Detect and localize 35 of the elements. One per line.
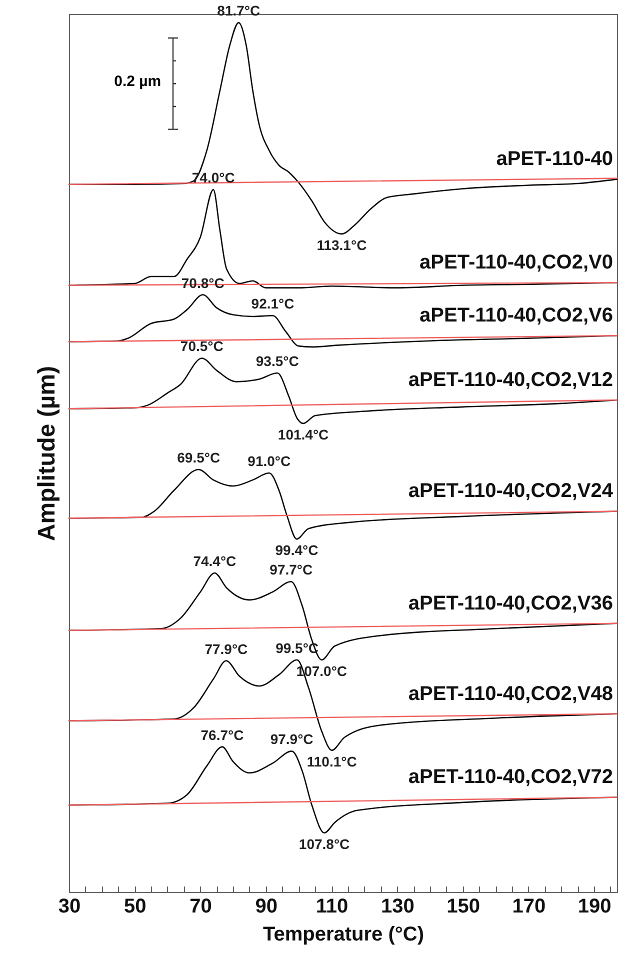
series-label: aPET-110-40,CO2,V24 bbox=[408, 480, 614, 502]
annotation: 93.5°C bbox=[256, 353, 299, 370]
series-label: aPET-110-40,CO2,V48 bbox=[408, 682, 613, 705]
annotation: 97.9°C bbox=[270, 731, 314, 748]
annotation: 77.9°C bbox=[204, 640, 248, 657]
series-label: aPET-110-40,CO2,V12 bbox=[408, 368, 613, 391]
annotation: 110.1°C bbox=[306, 753, 357, 770]
x-tick-label: 170 bbox=[512, 896, 546, 918]
x-tick-label: 30 bbox=[58, 896, 81, 918]
annotation: 97.7°C bbox=[270, 562, 313, 578]
series-label: aPET-110-40,CO2,V36 bbox=[408, 592, 613, 614]
annotation: 74.4°C bbox=[193, 552, 236, 569]
x-tick-label: 70 bbox=[190, 896, 212, 918]
x-tick-label: 90 bbox=[255, 896, 278, 918]
annotation: 91.0°C bbox=[248, 452, 291, 469]
annotation: 0.2 µm bbox=[114, 73, 162, 90]
x-axis-title: Temperature (°C) bbox=[263, 924, 424, 946]
annotation: 113.1°C bbox=[316, 236, 367, 253]
annotation: 101.4°C bbox=[278, 426, 329, 442]
annotation: 70.5°C bbox=[180, 338, 224, 354]
annotation: 99.4°C bbox=[275, 542, 318, 558]
x-tick-label: 130 bbox=[380, 896, 414, 918]
annotation: 107.8°C bbox=[298, 836, 350, 852]
annotation: 76.7°C bbox=[200, 726, 244, 743]
series-label: aPET-110-40,CO2,V0 bbox=[420, 252, 613, 274]
annotation: 92.1°C bbox=[251, 296, 294, 312]
series-label: aPET-110-40,CO2,V72 bbox=[408, 766, 613, 788]
x-tick-label: 150 bbox=[446, 896, 480, 918]
series-label: aPET-110-40,CO2,V6 bbox=[420, 304, 613, 327]
y-axis-title: Amplitude (µm) bbox=[34, 366, 60, 542]
annotation: 69.5°C bbox=[177, 450, 220, 466]
x-tick-label: 50 bbox=[124, 896, 146, 918]
series-label: aPET-110-40 bbox=[496, 148, 613, 170]
x-tick-label: 190 bbox=[578, 896, 612, 918]
x-tick-label: 110 bbox=[316, 896, 348, 918]
